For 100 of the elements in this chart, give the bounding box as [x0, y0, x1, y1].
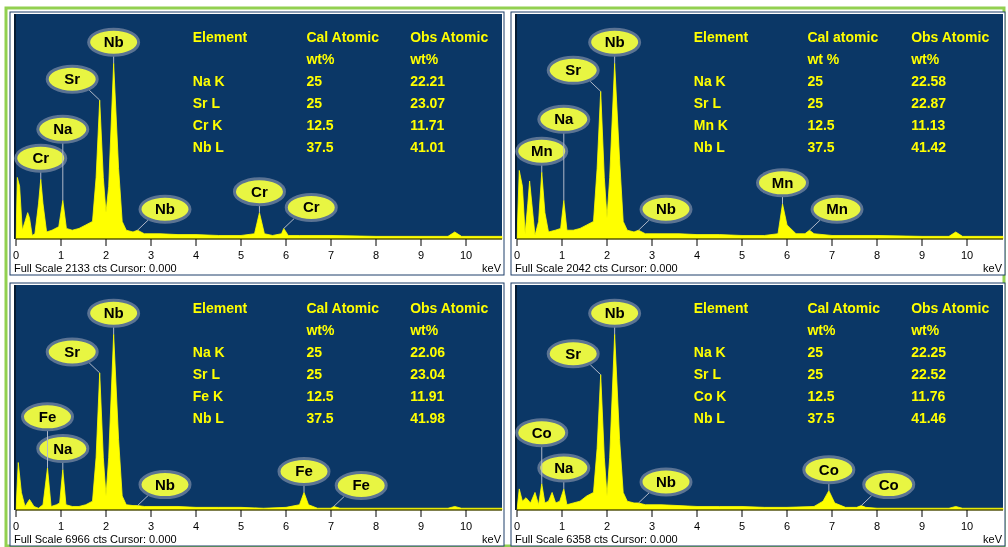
annotation: Nb L: [693, 139, 726, 155]
x-tick-label: 3: [648, 249, 656, 261]
text: Full Scale 2133 cts Cursor: 0.000: [14, 262, 177, 274]
annotation: Cal atomic wt %: [806, 29, 879, 67]
x-tick-label: 4: [693, 520, 701, 532]
annotation: Fe: [38, 407, 57, 425]
annotation: Co: [531, 423, 552, 441]
annotation: 22.52: [911, 366, 947, 382]
x-tick-label: 9: [918, 249, 926, 261]
annotation: Nb: [604, 304, 625, 322]
x-tick-label: 9: [918, 520, 926, 532]
annotation: Mn: [771, 173, 794, 191]
annotation: 41.42: [911, 139, 947, 155]
annotation: Nb L: [693, 410, 726, 426]
annotation: 11.91: [410, 388, 445, 404]
annotation: Cal Atomic wt%: [806, 300, 881, 338]
x-tick-label: 10: [960, 249, 974, 261]
x-tick-label: 8: [873, 249, 881, 261]
annotation: 41.01: [410, 139, 446, 155]
annotation: 12.5: [306, 117, 334, 133]
text: Element: [693, 300, 749, 316]
x-tick-label: 6: [282, 249, 290, 261]
annotation: Na: [53, 120, 74, 138]
annotation: 12.5: [807, 117, 835, 133]
annotation: 41.46: [911, 410, 947, 426]
x-tick-label: 3: [147, 249, 155, 261]
text: Element: [693, 29, 749, 45]
x-tick-label: 10: [459, 249, 473, 261]
annotation: Sr: [565, 61, 582, 79]
annotation: Co K: [693, 388, 727, 404]
x-tick-label: 4: [693, 249, 701, 261]
text: Full Scale 6966 cts Cursor: 0.000: [14, 533, 177, 545]
annotation: Na K: [693, 73, 726, 89]
annotation: 41.98: [410, 410, 446, 426]
annotation: Mn: [530, 142, 553, 160]
annotation: Nb: [155, 200, 175, 218]
annotation: 23.07: [410, 95, 446, 111]
annotation: Na: [554, 458, 575, 476]
annotation: Obs Atomic wt%: [409, 29, 489, 67]
x-axis-title: keV: [482, 262, 502, 274]
annotation: Nb: [656, 200, 676, 218]
annotation: Fe K: [192, 388, 224, 404]
annotation: 12.5: [807, 388, 835, 404]
annotation: 22.58: [911, 73, 947, 89]
annotation: 11.71: [410, 117, 445, 133]
x-tick-label: 9: [417, 249, 425, 261]
annotation: Nb: [656, 472, 676, 490]
annotation: Co: [878, 475, 899, 493]
annotation: 22.21: [410, 73, 446, 89]
annotation: Nb L: [192, 410, 225, 426]
annotation: Cr K: [192, 117, 223, 133]
x-tick-label: 2: [102, 249, 110, 261]
x-tick-label: 7: [828, 249, 836, 261]
annotation: 25: [807, 344, 824, 360]
x-tick-label: 5: [738, 249, 746, 261]
x-tick-label: 0: [513, 520, 521, 532]
x-tick-label: 5: [237, 249, 245, 261]
annotation: Cr: [302, 198, 320, 216]
annotation: Cal Atomic wt%: [305, 29, 380, 67]
x-tick-label: 1: [558, 249, 566, 261]
annotation: Nb: [604, 33, 625, 51]
x-tick-label: 10: [960, 520, 974, 532]
annotation: 37.5: [807, 410, 835, 426]
annotation: 25: [807, 95, 824, 111]
annotation: Co: [818, 460, 839, 478]
annotation: Cr: [251, 182, 268, 200]
annotation: Mn K: [693, 117, 728, 133]
x-tick-label: 4: [192, 520, 200, 532]
x-tick-label: 3: [147, 520, 155, 532]
annotation: Nb: [155, 475, 175, 493]
annotation: 11.76: [911, 388, 946, 404]
annotation: 23.04: [410, 366, 446, 382]
x-tick-label: 9: [417, 520, 425, 532]
text: Element: [192, 29, 248, 45]
annotation: Sr L: [693, 95, 722, 111]
x-axis-title: keV: [983, 533, 1003, 545]
annotation: Cal Atomic wt%: [305, 300, 380, 338]
annotation: 25: [306, 95, 323, 111]
annotation: Cr: [32, 149, 50, 167]
annotation: 37.5: [807, 139, 835, 155]
x-tick-label: 0: [513, 249, 521, 261]
x-tick-label: 7: [828, 520, 836, 532]
annotation: Na: [554, 110, 575, 128]
x-tick-label: 1: [57, 249, 65, 261]
x-tick-label: 2: [603, 520, 611, 532]
annotation: 37.5: [306, 410, 334, 426]
x-tick-label: 2: [603, 249, 611, 261]
x-tick-label: 4: [192, 249, 200, 261]
annotation: Obs Atomic wt%: [910, 300, 990, 338]
annotation: 12.5: [306, 388, 334, 404]
annotation: 25: [807, 73, 824, 89]
annotation: Na K: [192, 344, 225, 360]
x-tick-label: 7: [327, 249, 335, 261]
annotation: Sr: [64, 70, 81, 88]
annotation: Na K: [693, 344, 726, 360]
annotation: Sr L: [693, 366, 722, 382]
x-tick-label: 0: [12, 520, 20, 532]
x-tick-label: 7: [327, 520, 335, 532]
annotation: Nb L: [192, 139, 225, 155]
x-tick-label: 1: [57, 520, 65, 532]
